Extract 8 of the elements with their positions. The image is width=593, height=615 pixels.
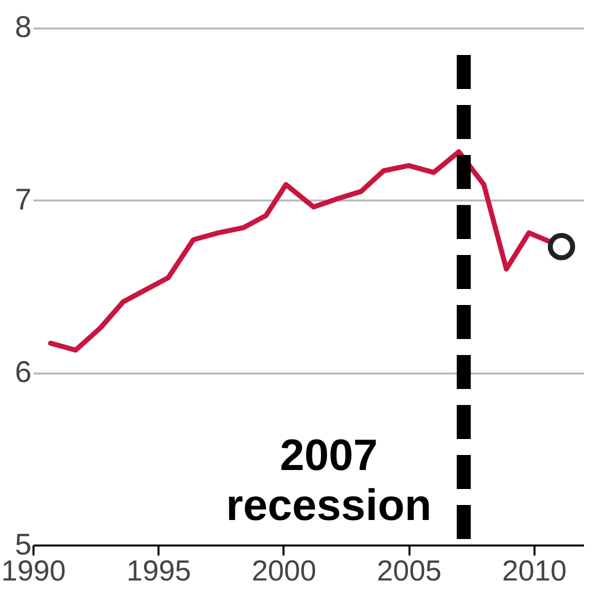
y-tick-label: 8 <box>14 11 32 44</box>
ref-line-label: 2007 recession <box>226 431 432 530</box>
x-tick-label: 2010 <box>502 556 567 588</box>
x-tick-label: 2005 <box>376 556 442 588</box>
x-tick-label: 1995 <box>126 556 191 588</box>
x-tick-label: 2000 <box>252 556 316 588</box>
y-tick-label: 7 <box>14 184 32 217</box>
y-tick-label: 6 <box>14 356 32 390</box>
